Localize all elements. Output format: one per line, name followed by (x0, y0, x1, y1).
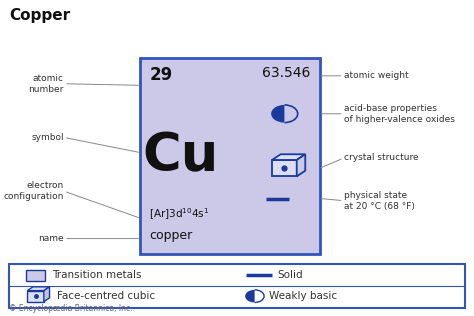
Bar (140, 58, 320, 254)
Text: symbol: symbol (31, 133, 64, 142)
Text: 63.546: 63.546 (262, 66, 310, 80)
Wedge shape (245, 290, 255, 302)
Bar (26, 270, 45, 281)
Polygon shape (272, 154, 305, 160)
Wedge shape (271, 105, 284, 123)
Text: Solid: Solid (277, 270, 302, 280)
Bar (272, 160, 297, 176)
Text: atomic
number: atomic number (28, 74, 64, 94)
Text: Cu: Cu (142, 131, 218, 182)
Polygon shape (44, 287, 49, 302)
Text: copper: copper (149, 229, 192, 242)
Text: Face-centred cubic: Face-centred cubic (57, 291, 155, 301)
Text: acid-base properties
of higher-valence oxides: acid-base properties of higher-valence o… (344, 104, 455, 124)
Bar (9, 264, 465, 308)
Text: electron
configuration: electron configuration (4, 181, 64, 201)
Polygon shape (297, 154, 305, 176)
Text: crystal structure: crystal structure (344, 154, 418, 162)
Bar (27, 291, 44, 302)
Text: Copper: Copper (9, 8, 71, 23)
Text: $\mathregular{[Ar]3d^{10}4s^{1}}$: $\mathregular{[Ar]3d^{10}4s^{1}}$ (149, 206, 210, 222)
Text: name: name (38, 234, 64, 243)
Text: 29: 29 (149, 66, 173, 84)
Text: atomic weight: atomic weight (344, 71, 408, 80)
Text: Transition metals: Transition metals (52, 270, 142, 280)
Text: Weakly basic: Weakly basic (269, 291, 337, 301)
Text: physical state
at 20 °C (68 °F): physical state at 20 °C (68 °F) (344, 191, 415, 211)
Text: © Encyclopædia Britannica, Inc.: © Encyclopædia Britannica, Inc. (9, 304, 133, 313)
Polygon shape (27, 287, 49, 291)
